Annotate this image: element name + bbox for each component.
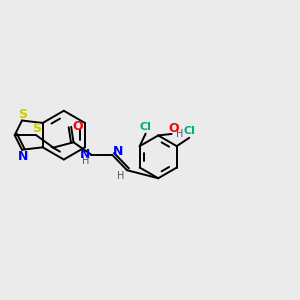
Text: O: O (169, 122, 179, 135)
Text: H: H (176, 129, 184, 139)
Text: Cl: Cl (183, 126, 195, 136)
Text: N: N (113, 145, 123, 158)
Text: Cl: Cl (140, 122, 152, 132)
Text: N: N (80, 148, 91, 161)
Text: H: H (117, 171, 125, 181)
Text: S: S (32, 122, 41, 135)
Text: S: S (18, 108, 27, 121)
Text: N: N (18, 150, 28, 163)
Text: H: H (82, 156, 89, 166)
Text: O: O (72, 120, 83, 133)
